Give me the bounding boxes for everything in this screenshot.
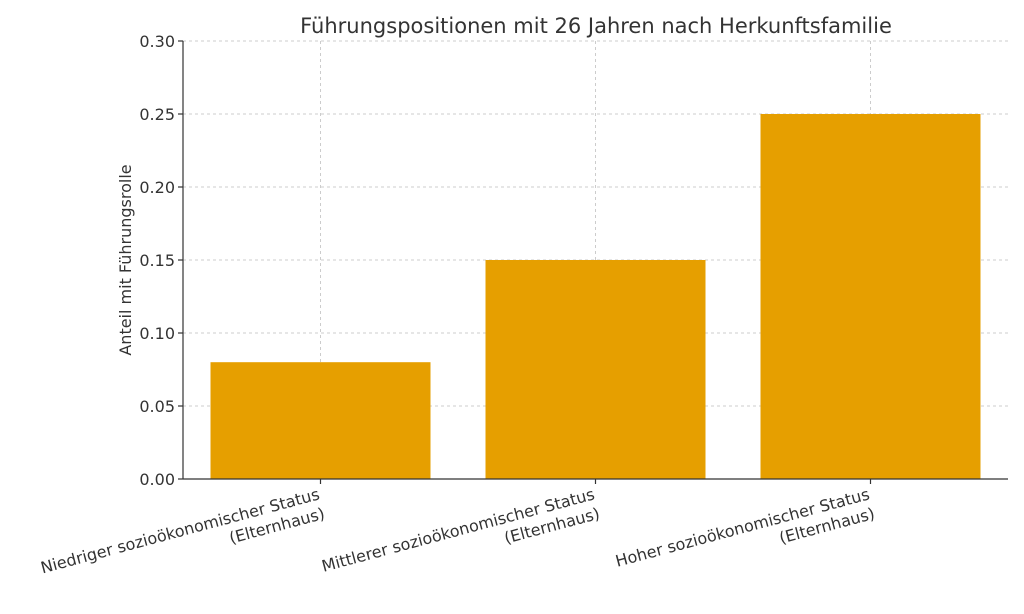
x-tick-label: Mittlerer sozioökonomischer Status(Elter… <box>320 485 602 596</box>
y-tick-label: 0.30 <box>139 32 175 51</box>
bar <box>760 114 981 479</box>
y-tick-label: 0.25 <box>139 105 175 124</box>
y-tick-label: 0.00 <box>139 470 175 489</box>
y-tick-label: 0.15 <box>139 251 175 270</box>
x-tick-label: Hoher sozioökonomischer Status(Elternhau… <box>613 485 876 591</box>
bar <box>210 362 431 479</box>
bar <box>485 260 706 479</box>
y-tick-label: 0.05 <box>139 397 175 416</box>
x-tick-label: Niedriger sozioökonomischer Status(Elter… <box>39 485 327 597</box>
chart-title: Führungspositionen mit 26 Jahren nach He… <box>300 14 892 38</box>
y-axis-label: Anteil mit Führungsrolle <box>116 164 135 355</box>
y-tick-label: 0.20 <box>139 178 175 197</box>
bar-layer <box>210 114 981 479</box>
y-tick-label: 0.10 <box>139 324 175 343</box>
